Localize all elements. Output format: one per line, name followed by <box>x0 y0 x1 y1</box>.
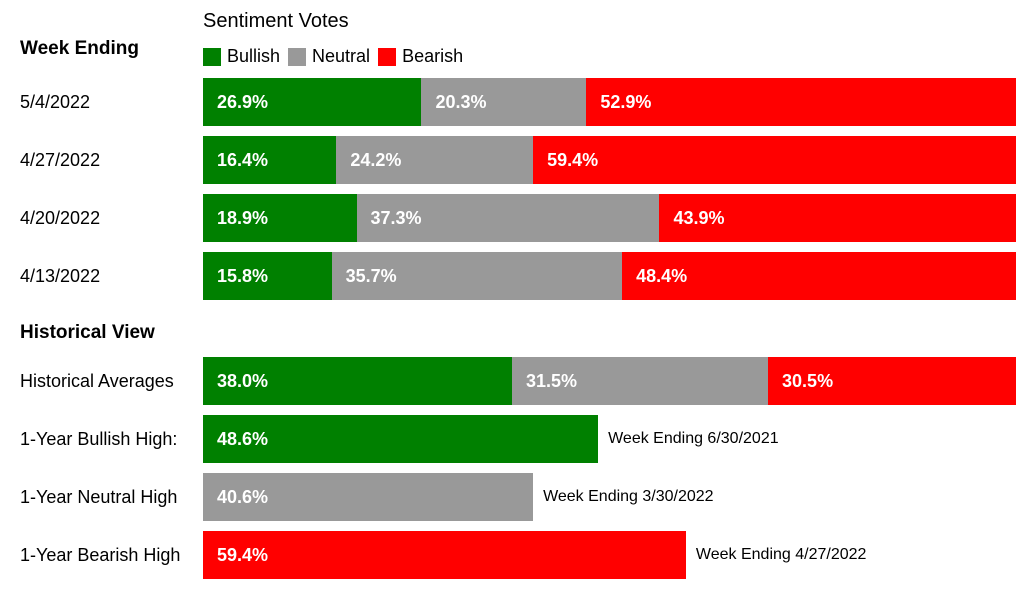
week-label: 5/4/2022 <box>20 92 91 112</box>
bar-segment-neutral: 35.7% <box>331 252 623 300</box>
bar-segment-neutral: 31.5% <box>511 357 769 405</box>
high-note-neutral: Week Ending 3/30/2022 <box>543 488 714 505</box>
bar-segment-neutral: 37.3% <box>356 194 660 242</box>
week-bar: 16.4% 24.2% 59.4% <box>203 136 1016 184</box>
bar-segment-bearish: 59.4% <box>533 136 1016 184</box>
legend-swatch-bullish <box>203 47 221 66</box>
legend-swatch-bearish <box>378 47 397 66</box>
high-bar-bearish: 59.4% <box>203 531 686 579</box>
bar-segment-bearish: 59.4% <box>203 531 686 579</box>
week-bar: 26.9% 20.3% 52.9% <box>203 78 1016 126</box>
bar-segment-bullish: 48.6% <box>203 415 599 463</box>
legend-label: Neutral <box>312 46 371 66</box>
week-ending-heading: Week Ending <box>20 38 139 59</box>
legend-item-bullish: Bullish <box>203 46 280 67</box>
legend-item-bearish: Bearish <box>378 46 463 67</box>
chart-title: Sentiment Votes <box>203 10 349 32</box>
bar-segment-bullish: 18.9% <box>203 194 357 242</box>
legend-label: Bearish <box>402 46 464 66</box>
bar-segment-neutral: 40.6% <box>203 473 534 521</box>
legend: Bullish Neutral Bearish <box>203 46 471 67</box>
week-label: 4/13/2022 <box>20 266 101 286</box>
bar-segment-bullish: 15.8% <box>203 252 332 300</box>
bar-segment-neutral: 24.2% <box>336 136 534 184</box>
high-label-bearish: 1-Year Bearish High <box>20 545 181 565</box>
high-label-neutral: 1-Year Neutral High <box>20 487 178 507</box>
historical-view-heading: Historical View <box>20 322 155 343</box>
bar-segment-neutral: 20.3% <box>421 78 587 126</box>
high-label-bullish: 1-Year Bullish High: <box>20 429 178 449</box>
bar-segment-bearish: 43.9% <box>659 194 1016 242</box>
legend-swatch-neutral <box>288 47 307 66</box>
historical-averages-label: Historical Averages <box>20 371 174 391</box>
legend-label: Bullish <box>227 46 281 66</box>
week-bar: 15.8% 35.7% 48.4% <box>203 252 1016 300</box>
week-bar: 18.9% 37.3% 43.9% <box>203 194 1016 242</box>
bar-segment-bearish: 48.4% <box>622 252 1016 300</box>
week-label: 4/20/2022 <box>20 208 101 228</box>
week-label: 4/27/2022 <box>20 150 101 170</box>
bar-segment-bullish: 38.0% <box>203 357 512 405</box>
historical-averages-bar: 38.0% 31.5% 30.5% <box>203 357 1016 405</box>
bar-segment-bearish: 52.9% <box>586 78 1016 126</box>
high-note-bullish: Week Ending 6/30/2021 <box>608 430 779 447</box>
legend-item-neutral: Neutral <box>288 46 370 67</box>
high-bar-neutral: 40.6% <box>203 473 534 521</box>
bar-segment-bullish: 16.4% <box>203 136 337 184</box>
bar-segment-bullish: 26.9% <box>203 78 422 126</box>
high-note-bearish: Week Ending 4/27/2022 <box>695 546 867 563</box>
high-bar-bullish: 48.6% <box>203 415 599 463</box>
bar-segment-bearish: 30.5% <box>768 357 1016 405</box>
